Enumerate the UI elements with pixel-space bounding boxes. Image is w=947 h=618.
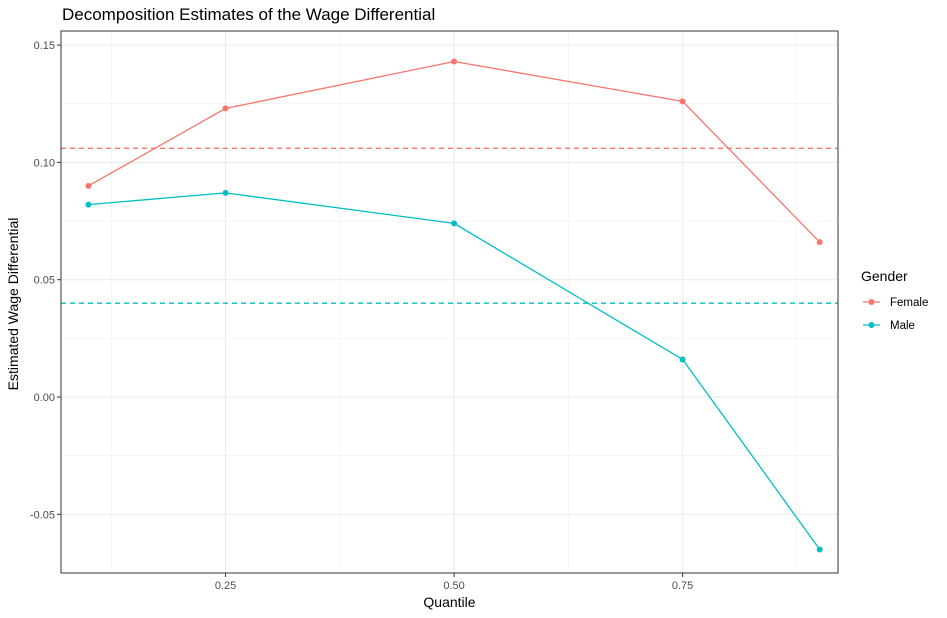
reference-lines bbox=[61, 147, 838, 304]
minor-gridlines bbox=[61, 31, 838, 573]
x-axis-ticks: 0.25 0.50 0.75 bbox=[215, 573, 693, 592]
data-point-female-0 bbox=[85, 182, 92, 189]
data-point-female-3 bbox=[679, 98, 686, 105]
legend-key-point-male bbox=[868, 322, 875, 328]
plot-panel-border bbox=[60, 30, 839, 574]
data-point-female-1 bbox=[222, 105, 229, 112]
y-tick-label-1: 0.00 bbox=[34, 392, 55, 404]
chart-title: Decomposition Estimates of the Wage Diff… bbox=[62, 5, 435, 24]
data-point-male-0 bbox=[85, 201, 92, 208]
x-tick-label-2: 0.75 bbox=[672, 580, 693, 592]
data-point-female-4 bbox=[816, 239, 823, 246]
data-point-male-4 bbox=[816, 546, 823, 553]
legend-label-male: Male bbox=[890, 320, 915, 332]
legend-label-female: Female bbox=[890, 297, 928, 309]
major-gridlines bbox=[61, 31, 838, 573]
data-point-female-2 bbox=[451, 58, 458, 65]
y-tick-label-3: 0.10 bbox=[34, 157, 55, 169]
data-point-male-2 bbox=[451, 220, 458, 227]
legend-title: Gender bbox=[861, 268, 908, 284]
legend-key-point-female bbox=[868, 299, 875, 305]
legend: Gender Female Male bbox=[861, 268, 928, 332]
x-tick-label-0: 0.25 bbox=[215, 580, 236, 592]
y-tick-label-4: 0.15 bbox=[34, 40, 55, 52]
series-layer bbox=[85, 58, 823, 553]
y-axis-ticks: -0.05 0.00 0.05 0.10 0.15 bbox=[30, 40, 61, 521]
y-tick-label-2: 0.05 bbox=[34, 275, 55, 287]
x-tick-label-1: 0.50 bbox=[443, 580, 464, 592]
data-point-male-3 bbox=[679, 356, 686, 363]
x-axis-title: Quantile bbox=[423, 594, 475, 610]
data-point-male-1 bbox=[222, 189, 229, 196]
y-axis-title: Estimated Wage Differential bbox=[5, 218, 21, 391]
y-tick-label-0: -0.05 bbox=[30, 509, 55, 521]
